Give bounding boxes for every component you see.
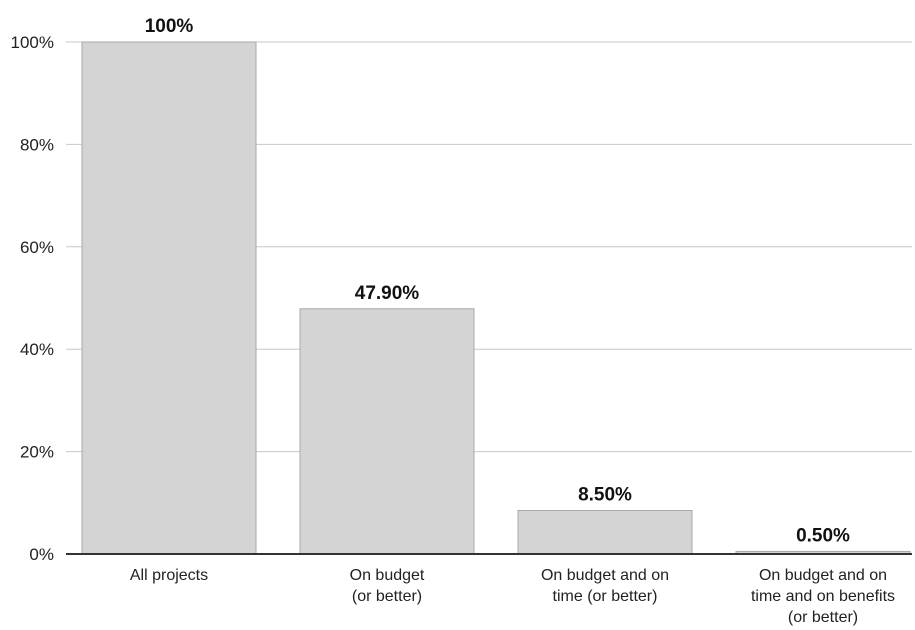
data-labels: 100% 47.90% 8.50% 0.50%: [145, 16, 850, 546]
y-tick-label: 80%: [20, 135, 54, 154]
category-label: On budget and on: [759, 567, 887, 584]
category-labels: All projects On budget (or better) On budge…: [130, 567, 895, 626]
data-label: 47.90%: [355, 283, 420, 304]
data-label: 0.50%: [796, 525, 850, 546]
bar: [299, 308, 475, 555]
y-tick-label: 20%: [20, 443, 54, 462]
y-tick-label: 40%: [20, 340, 54, 359]
category-label: (or better): [788, 609, 858, 626]
y-axis-ticks: 0% 20% 40% 60% 80% 100%: [11, 33, 54, 564]
y-tick-label: 0%: [29, 545, 54, 564]
category-label: time (or better): [553, 588, 658, 605]
data-label: 100%: [145, 16, 194, 37]
data-label: 8.50%: [578, 484, 632, 505]
category-label: time and on benefits: [751, 588, 895, 605]
category-label: (or better): [352, 588, 422, 605]
category-label: On budget and on: [541, 567, 669, 584]
category-label: All projects: [130, 567, 208, 584]
y-tick-label: 100%: [11, 33, 54, 52]
category-label: On budget: [350, 567, 425, 584]
y-tick-label: 60%: [20, 238, 54, 257]
bar: [81, 41, 257, 555]
bars: [81, 41, 911, 555]
bar: [517, 509, 693, 555]
